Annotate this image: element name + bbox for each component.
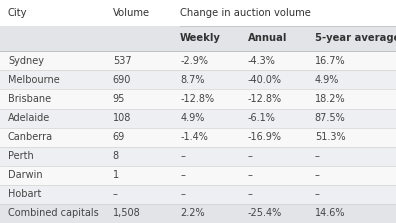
- Text: –: –: [315, 151, 320, 161]
- Text: –: –: [248, 189, 252, 199]
- Text: Brisbane: Brisbane: [8, 94, 51, 104]
- Text: 69: 69: [113, 132, 125, 142]
- Text: –: –: [315, 189, 320, 199]
- Text: 51.3%: 51.3%: [315, 132, 345, 142]
- Text: Volume: Volume: [113, 8, 150, 18]
- Text: 18.2%: 18.2%: [315, 94, 345, 104]
- Text: 108: 108: [113, 113, 131, 123]
- Text: 1: 1: [113, 170, 119, 180]
- Text: City: City: [8, 8, 27, 18]
- Text: -1.4%: -1.4%: [180, 132, 208, 142]
- Text: 1,508: 1,508: [113, 209, 141, 219]
- Text: 5-year average: 5-year average: [315, 33, 396, 43]
- Text: –: –: [248, 170, 252, 180]
- Text: -40.0%: -40.0%: [248, 75, 282, 85]
- Text: 87.5%: 87.5%: [315, 113, 346, 123]
- Text: Combined capitals: Combined capitals: [8, 209, 99, 219]
- Bar: [0, 89, 396, 109]
- Text: 8.7%: 8.7%: [180, 75, 205, 85]
- Bar: [0, 147, 396, 166]
- Text: –: –: [180, 170, 185, 180]
- Text: 4.9%: 4.9%: [315, 75, 339, 85]
- Text: -6.1%: -6.1%: [248, 113, 275, 123]
- Bar: [0, 166, 396, 185]
- Text: Change in auction volume: Change in auction volume: [180, 8, 311, 18]
- Bar: [0, 51, 396, 70]
- Text: Sydney: Sydney: [8, 56, 44, 66]
- Text: 537: 537: [113, 56, 131, 66]
- Bar: [0, 185, 396, 204]
- Bar: [0, 70, 396, 89]
- Text: -12.8%: -12.8%: [180, 94, 214, 104]
- Bar: [0, 26, 396, 51]
- Text: -12.8%: -12.8%: [248, 94, 282, 104]
- Bar: [0, 109, 396, 128]
- Text: –: –: [113, 189, 118, 199]
- Text: Canberra: Canberra: [8, 132, 53, 142]
- Text: Weekly: Weekly: [180, 33, 221, 43]
- Text: –: –: [180, 189, 185, 199]
- Text: –: –: [180, 151, 185, 161]
- Text: 16.7%: 16.7%: [315, 56, 345, 66]
- Text: 95: 95: [113, 94, 125, 104]
- Bar: [0, 0, 396, 26]
- Text: Melbourne: Melbourne: [8, 75, 60, 85]
- Text: 2.2%: 2.2%: [180, 209, 205, 219]
- Text: Adelaide: Adelaide: [8, 113, 50, 123]
- Bar: [0, 204, 396, 223]
- Text: Darwin: Darwin: [8, 170, 42, 180]
- Text: 4.9%: 4.9%: [180, 113, 205, 123]
- Text: –: –: [248, 151, 252, 161]
- Text: 14.6%: 14.6%: [315, 209, 345, 219]
- Text: 690: 690: [113, 75, 131, 85]
- Bar: [0, 128, 396, 147]
- Text: -25.4%: -25.4%: [248, 209, 282, 219]
- Text: -2.9%: -2.9%: [180, 56, 208, 66]
- Text: Annual: Annual: [248, 33, 287, 43]
- Text: -4.3%: -4.3%: [248, 56, 275, 66]
- Text: Perth: Perth: [8, 151, 34, 161]
- Text: –: –: [315, 170, 320, 180]
- Text: Hobart: Hobart: [8, 189, 41, 199]
- Text: 8: 8: [113, 151, 119, 161]
- Text: -16.9%: -16.9%: [248, 132, 282, 142]
